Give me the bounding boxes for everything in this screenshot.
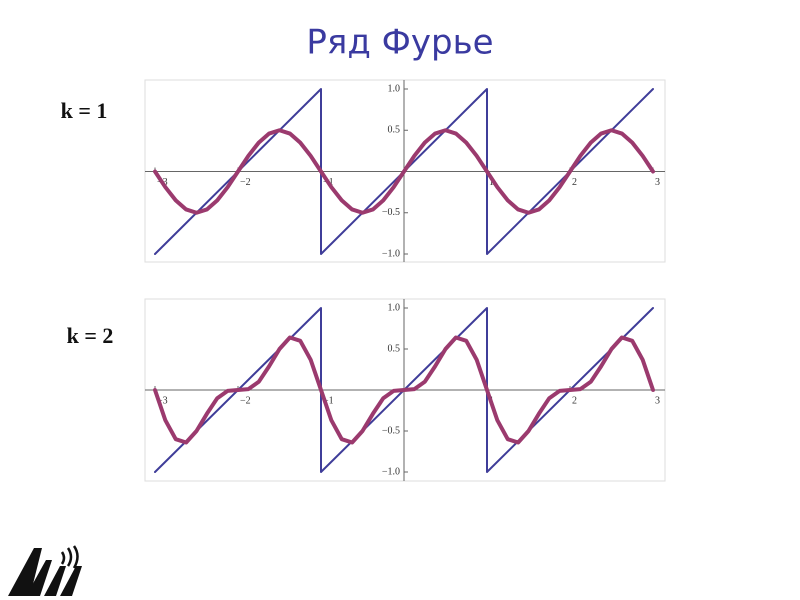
chart-title: k = 2	[67, 323, 114, 348]
x-tick-label: −3	[157, 395, 168, 406]
y-tick-label: −0.5	[382, 207, 400, 218]
series-line	[153, 335, 655, 445]
y-tick-label: 0.5	[388, 343, 401, 354]
y-tick-label: 0.5	[388, 125, 401, 136]
x-tick-label: 2	[572, 177, 577, 188]
x-tick-label: 3	[655, 177, 660, 188]
y-tick-label: −1.0	[382, 466, 400, 477]
x-tick-label: 1	[489, 177, 494, 188]
series-line	[153, 128, 655, 215]
y-tick-label: −0.5	[382, 425, 400, 436]
y-tick-label: 1.0	[388, 83, 401, 94]
x-tick-label: 3	[655, 395, 660, 406]
slide-title: Ряд Фурье	[306, 23, 493, 63]
chart-title: k = 1	[61, 98, 108, 123]
y-tick-label: 1.0	[388, 302, 401, 313]
x-tick-label: 2	[572, 395, 577, 406]
x-tick-label: −2	[240, 177, 251, 188]
y-tick-label: −1.0	[382, 248, 400, 259]
logo	[8, 545, 82, 596]
x-tick-label: −1	[323, 395, 334, 406]
x-tick-label: −2	[240, 395, 251, 406]
